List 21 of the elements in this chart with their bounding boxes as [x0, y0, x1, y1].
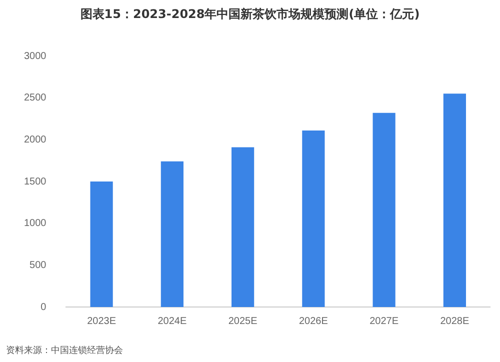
x-tick-label: 2025E — [228, 316, 258, 327]
y-tick-label: 0 — [40, 302, 47, 313]
x-tick-label: 2026E — [298, 316, 328, 327]
text: 资料来源：中国连锁经营协会 — [6, 344, 123, 357]
bar — [302, 130, 325, 307]
y-tick-label: 1500 — [24, 176, 47, 188]
bar — [372, 112, 396, 307]
y-tick-label: 3000 — [24, 50, 47, 62]
bar — [90, 182, 113, 307]
bar — [443, 94, 466, 307]
bar — [232, 147, 254, 307]
x-tick-label: 2028E — [440, 316, 470, 327]
x-tick-label: 2024E — [158, 316, 187, 327]
chart-title: 图表15：2023-2028年中国新茶饮市场规模预测(单位：亿元) — [79, 6, 421, 23]
y-tick-label: 2500 — [24, 92, 47, 104]
y-tick-label: 1000 — [24, 218, 47, 230]
y-tick-label: 500 — [30, 260, 47, 271]
y-tick-label: 2000 — [24, 134, 47, 146]
x-tick-label: 2027E — [370, 316, 399, 327]
x-tick-label: 2023E — [87, 316, 116, 327]
bar — [160, 161, 184, 307]
